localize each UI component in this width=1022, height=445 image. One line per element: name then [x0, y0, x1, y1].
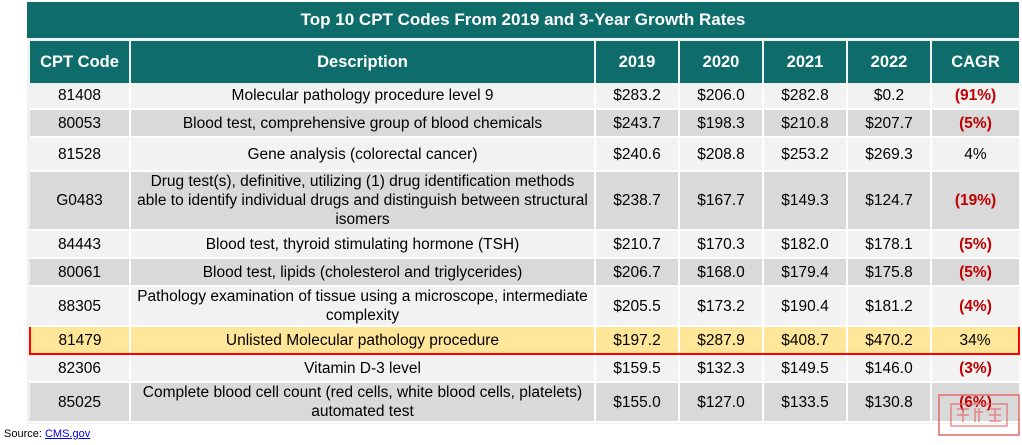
description-cell: Molecular pathology procedure level 9	[130, 83, 596, 110]
value-2020-cell: $168.0	[679, 258, 764, 287]
column-header-cagr: CAGR	[931, 41, 1019, 83]
cagr-cell: (5%)	[931, 109, 1019, 138]
value-2020-cell: $127.0	[679, 382, 764, 423]
value-2019-cell: $210.7	[595, 230, 680, 259]
column-header-code: CPT Code	[30, 41, 131, 83]
cagr-cell: (19%)	[931, 171, 1019, 231]
value-2019-cell: $283.2	[595, 83, 680, 110]
value-2022-cell: $0.2	[847, 83, 932, 110]
value-2021-cell: $149.5	[763, 354, 848, 383]
value-2022-cell: $124.7	[847, 171, 932, 231]
table-title: Top 10 CPT Codes From 2019 and 3-Year Gr…	[27, 2, 1019, 38]
value-2021-cell: $253.2	[763, 137, 848, 172]
value-2021-cell: $149.3	[763, 171, 848, 231]
stamp-icon	[950, 403, 1008, 427]
cagr-cell: (4%)	[931, 286, 1019, 327]
value-2019-cell: $197.2	[595, 325, 680, 355]
value-2021-cell: $179.4	[763, 258, 848, 287]
column-header-2020: 2020	[679, 41, 764, 83]
table-row: 85025 Complete blood cell count (red cell…	[30, 382, 1019, 423]
table-row: 81479 Unlisted Molecular pathology proced…	[29, 325, 1020, 355]
table-row: 81528 Gene analysis (colorectal cancer) $2…	[30, 137, 1019, 172]
table-row: 88305 Pathology examination of tissue usi…	[30, 286, 1019, 327]
value-2021-cell: $408.7	[763, 325, 848, 355]
value-2022-cell: $181.2	[847, 286, 932, 327]
value-2020-cell: $287.9	[679, 325, 764, 355]
watermark-stamp	[938, 394, 1020, 436]
value-2019-cell: $238.7	[595, 171, 680, 231]
cpt-code-cell: 81479	[29, 325, 131, 355]
table-row: 80053 Blood test, comprehensive group of …	[30, 109, 1019, 138]
description-cell: Blood test, lipids (cholesterol and trig…	[130, 258, 596, 287]
cpt-code-cell: 80061	[30, 258, 131, 287]
cpt-code-cell: 81408	[30, 83, 131, 110]
value-2021-cell: $133.5	[763, 382, 848, 423]
value-2022-cell: $130.8	[847, 382, 932, 423]
header-row: CPT Code Description 2019 2020 2021 2022…	[30, 41, 1019, 83]
cpt-code-cell: 81528	[30, 137, 131, 172]
source-note: Source: CMS.gov	[4, 428, 90, 440]
value-2022-cell: $175.8	[847, 258, 932, 287]
value-2020-cell: $167.7	[679, 171, 764, 231]
column-header-2022: 2022	[847, 41, 932, 83]
cpt-code-cell: 80053	[30, 109, 131, 138]
source-link[interactable]: CMS.gov	[44, 428, 91, 440]
table-row: 84443 Blood test, thyroid stimulating hor…	[30, 230, 1019, 259]
description-cell: Drug test(s), definitive, utilizing (1) …	[130, 171, 596, 231]
table-row: 82306 Vitamin D-3 level $159.5 $132.3 $149.5…	[30, 354, 1019, 383]
table-row: 81408 Molecular pathology procedure level…	[30, 83, 1019, 110]
value-2022-cell: $470.2	[847, 325, 932, 355]
description-cell: Complete blood cell count (red cells, wh…	[130, 382, 596, 423]
value-2022-cell: $207.7	[847, 109, 932, 138]
value-2022-cell: $146.0	[847, 354, 932, 383]
value-2020-cell: $206.0	[679, 83, 764, 110]
value-2020-cell: $198.3	[679, 109, 764, 138]
cagr-cell: (91%)	[931, 83, 1019, 110]
description-cell: Blood test, thyroid stimulating hormone …	[130, 230, 596, 259]
cpt-code-cell: 88305	[30, 286, 131, 327]
value-2019-cell: $159.5	[595, 354, 680, 383]
value-2020-cell: $173.2	[679, 286, 764, 327]
cagr-cell: 4%	[931, 137, 1019, 172]
cagr-cell: (3%)	[931, 354, 1019, 383]
description-cell: Blood test, comprehensive group of blood…	[130, 109, 596, 138]
column-header-description: Description	[130, 41, 596, 83]
column-header-2019: 2019	[595, 41, 680, 83]
value-2019-cell: $243.7	[595, 109, 680, 138]
cagr-cell: (6%)	[931, 382, 1019, 423]
description-cell: Vitamin D-3 level	[130, 354, 596, 383]
value-2021-cell: $190.4	[763, 286, 848, 327]
description-cell: Pathology examination of tissue using a …	[130, 286, 596, 327]
cpt-table: CPT Code Description 2019 2020 2021 2022…	[29, 41, 1020, 423]
table-row: 80061 Blood test, lipids (cholesterol and…	[30, 258, 1019, 287]
value-2020-cell: $132.3	[679, 354, 764, 383]
cagr-cell: (5%)	[931, 230, 1019, 259]
value-2022-cell: $269.3	[847, 137, 932, 172]
value-2019-cell: $155.0	[595, 382, 680, 423]
column-header-2021: 2021	[763, 41, 848, 83]
cpt-code-cell: 82306	[30, 354, 131, 383]
value-2019-cell: $205.5	[595, 286, 680, 327]
cagr-cell: (5%)	[931, 258, 1019, 287]
description-cell: Gene analysis (colorectal cancer)	[130, 137, 596, 172]
cpt-code-cell: G0483	[30, 171, 131, 231]
source-label: Source:	[4, 428, 42, 440]
value-2021-cell: $210.8	[763, 109, 848, 138]
value-2019-cell: $206.7	[595, 258, 680, 287]
cpt-code-cell: 84443	[30, 230, 131, 259]
value-2020-cell: $170.3	[679, 230, 764, 259]
value-2020-cell: $208.8	[679, 137, 764, 172]
cpt-code-cell: 85025	[30, 382, 131, 423]
value-2021-cell: $282.8	[763, 83, 848, 110]
description-cell: Unlisted Molecular pathology procedure	[130, 325, 596, 355]
value-2021-cell: $182.0	[763, 230, 848, 259]
cagr-cell: 34%	[931, 325, 1020, 355]
table-row: G0483 Drug test(s), definitive, utilizing…	[30, 171, 1019, 231]
value-2022-cell: $178.1	[847, 230, 932, 259]
value-2019-cell: $240.6	[595, 137, 680, 172]
